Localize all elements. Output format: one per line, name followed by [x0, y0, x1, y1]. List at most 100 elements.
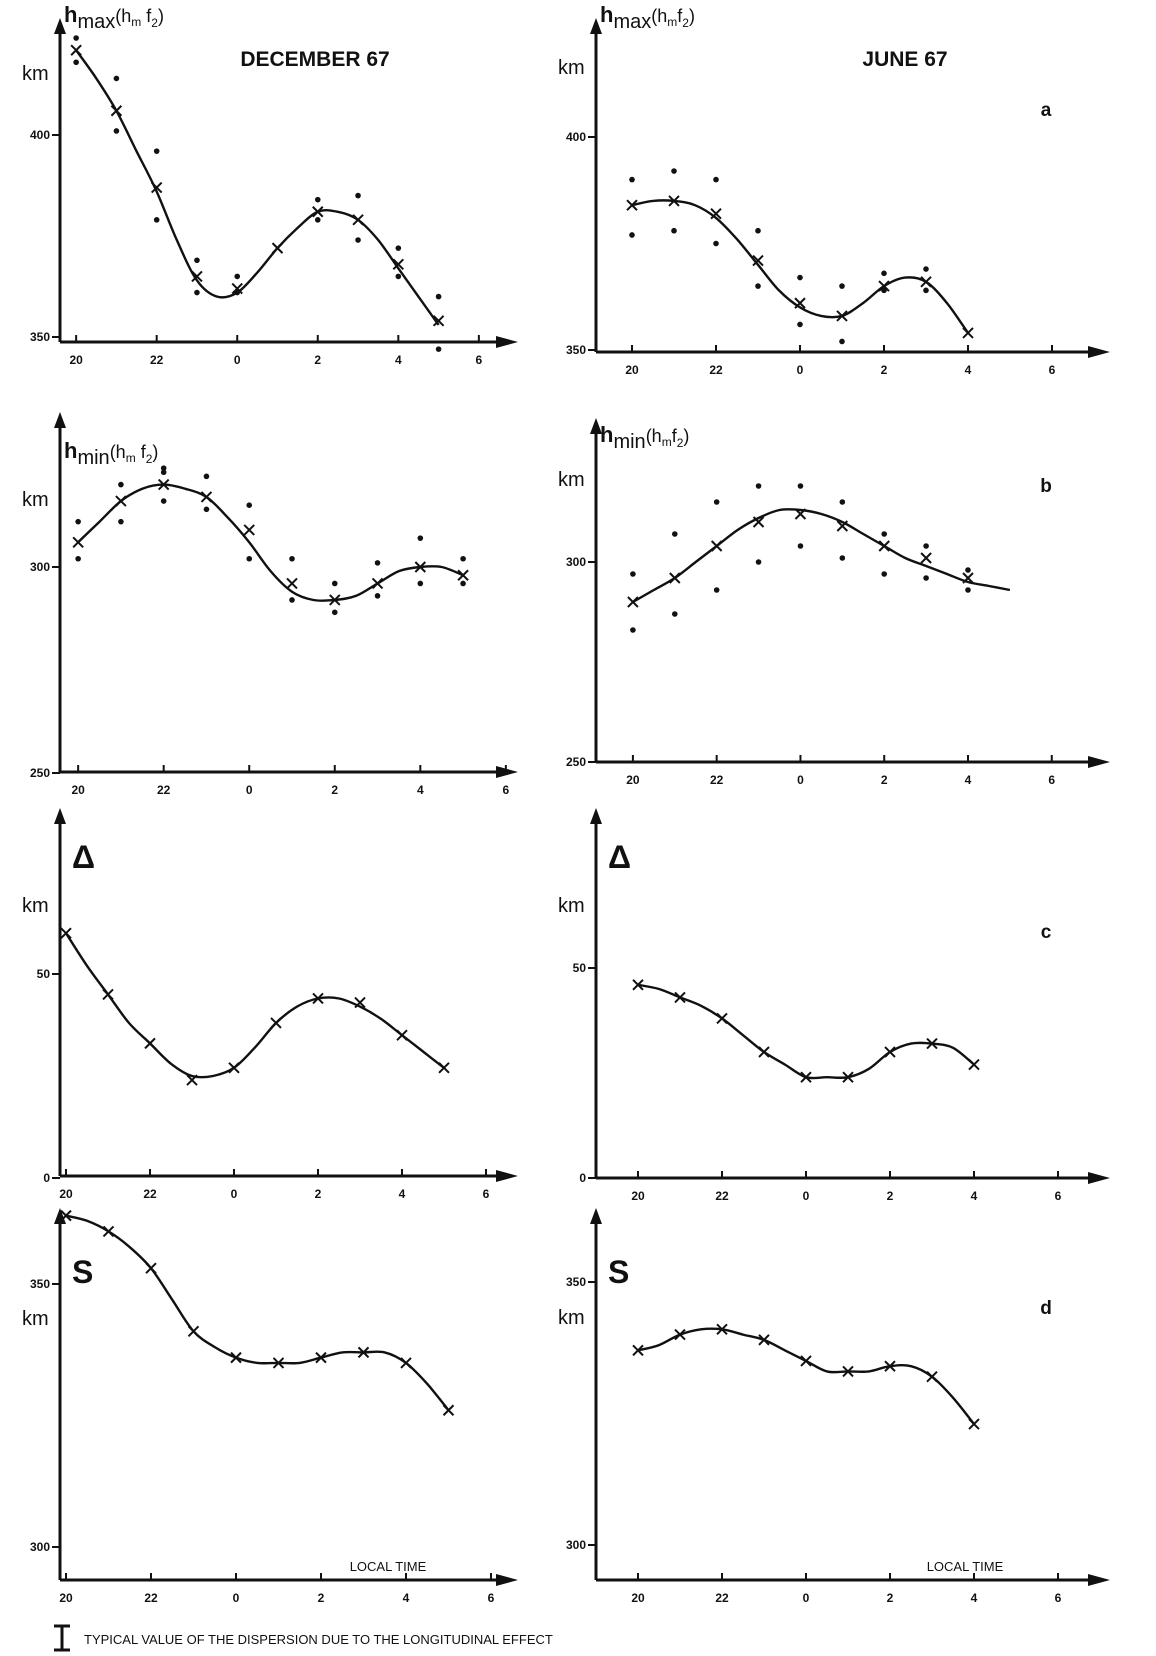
- data-point-dot: [331, 609, 338, 616]
- x-tick-label: 6: [503, 783, 510, 797]
- data-point-dot: [755, 559, 762, 565]
- data-point-cross: [968, 1058, 980, 1071]
- data-point-dot: [713, 499, 720, 505]
- data-point-cross: [186, 1074, 198, 1086]
- data-point-cross: [312, 206, 324, 218]
- series-curve: [632, 508, 1011, 604]
- data-point-cross: [414, 561, 427, 573]
- data-point-cross: [60, 1209, 72, 1222]
- y-tick-label: 350: [30, 330, 50, 344]
- data-point-cross: [115, 495, 127, 507]
- x-axis-arrowhead: [1088, 756, 1110, 768]
- data-point-dot: [881, 531, 888, 537]
- data-point-dot: [234, 273, 241, 280]
- y-tick-label: 300: [30, 1540, 50, 1554]
- data-point-cross: [60, 927, 72, 939]
- footnote: TYPICAL VALUE OF THE DISPERSION DUE TO T…: [54, 1624, 553, 1652]
- data-point-dot: [331, 580, 338, 587]
- data-point-cross: [758, 1334, 770, 1346]
- y-axis-label-part: 2: [677, 436, 684, 450]
- y-axis-label-part: min: [77, 447, 109, 469]
- y-axis-label: S: [72, 1254, 93, 1290]
- data-point-cross: [758, 1046, 770, 1058]
- x-tick-label: 0: [797, 363, 804, 377]
- y-axis-label: hmin(hm f2): [64, 438, 158, 469]
- x-tick-label: 4: [417, 783, 424, 797]
- x-tick-label: 6: [1048, 773, 1055, 787]
- data-point-cross: [312, 992, 324, 1005]
- data-point-cross: [968, 1418, 980, 1430]
- data-point-dot: [460, 580, 466, 587]
- data-point-dot: [417, 580, 424, 587]
- y-tick-label: 0: [579, 1171, 586, 1185]
- data-point-cross: [271, 242, 284, 254]
- data-point-cross: [357, 1346, 370, 1359]
- footnote-text: TYPICAL VALUE OF THE DISPERSION DUE TO T…: [84, 1632, 553, 1647]
- data-point-dot: [395, 245, 402, 251]
- data-point-dot: [839, 338, 845, 345]
- x-axis-arrowhead: [496, 336, 518, 348]
- y-tick-label: 400: [566, 130, 586, 144]
- x-tick-label: 22: [157, 783, 171, 797]
- x-tick-label: 4: [965, 363, 972, 377]
- data-point-cross: [432, 315, 445, 327]
- series-curve: [75, 49, 440, 326]
- series-curve: [637, 983, 975, 1080]
- data-point-dot: [797, 321, 803, 328]
- data-point-cross: [329, 594, 341, 606]
- data-point-dot: [713, 176, 719, 183]
- data-point-cross: [400, 1357, 412, 1369]
- y-axis-label-part: ): [158, 6, 164, 26]
- data-point-dot: [118, 518, 124, 525]
- y-unit-label: km: [22, 895, 49, 917]
- data-point-cross: [668, 195, 680, 207]
- x-tick-label: 2: [315, 1187, 322, 1201]
- data-point-cross: [842, 1365, 854, 1378]
- y-tick-label: 300: [566, 1538, 586, 1552]
- data-point-cross: [710, 540, 723, 552]
- data-point-cross: [102, 988, 114, 1001]
- y-axis-label-part: h: [600, 422, 613, 447]
- data-point-cross: [842, 1071, 854, 1083]
- data-point-dot: [435, 346, 442, 352]
- x-tick-label: 4: [403, 1591, 410, 1605]
- data-point-cross: [884, 1360, 896, 1372]
- data-point-dot: [246, 502, 253, 509]
- data-point-cross: [836, 520, 849, 532]
- y-tick-label: 350: [30, 1277, 50, 1291]
- data-point-dot: [160, 465, 167, 471]
- data-point-dot: [75, 555, 81, 562]
- data-point-dot: [460, 555, 466, 562]
- data-point-cross: [70, 44, 82, 56]
- x-tick-label: 22: [710, 773, 724, 787]
- data-point-dot: [395, 273, 402, 280]
- data-point-cross: [371, 577, 384, 590]
- data-point-cross: [150, 181, 163, 194]
- data-point-dot: [194, 257, 200, 264]
- x-tick-label: 0: [803, 1189, 810, 1203]
- dispersion-bar-icon: [54, 1624, 70, 1652]
- x-axis-arrowhead: [1088, 1574, 1110, 1586]
- y-axis-label-part: min: [613, 431, 645, 453]
- data-point-cross: [632, 979, 644, 991]
- data-point-dot: [113, 75, 120, 82]
- x-tick-label: 20: [59, 1591, 73, 1605]
- y-axis-arrowhead: [54, 412, 66, 428]
- data-point-cross: [352, 214, 364, 226]
- data-point-cross: [752, 516, 765, 528]
- y-tick-label: 350: [566, 1275, 586, 1289]
- x-tick-label: 20: [69, 353, 83, 367]
- y-axis-label: hmax(hm f2): [64, 2, 164, 33]
- data-point-cross: [884, 1046, 896, 1058]
- data-point-cross: [716, 1323, 728, 1336]
- chart-panel-dec-d: 20 22 0 2 4 6 350 300 Skm LOCAL TIME: [22, 1208, 518, 1605]
- y-axis-label-part: 2: [146, 452, 153, 466]
- x-axis-arrowhead: [496, 766, 518, 778]
- data-point-cross: [396, 1029, 408, 1041]
- chart-header: JUNE 67: [862, 48, 947, 71]
- x-axis-arrowhead: [496, 1574, 518, 1586]
- data-point-cross: [674, 1328, 686, 1341]
